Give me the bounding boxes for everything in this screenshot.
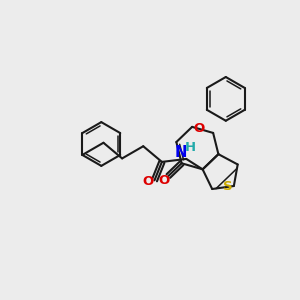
Text: O: O	[193, 122, 204, 135]
Text: O: O	[158, 174, 169, 187]
Text: O: O	[142, 175, 154, 188]
Text: S: S	[223, 179, 232, 193]
Text: H: H	[184, 141, 195, 154]
Text: N: N	[175, 145, 187, 160]
